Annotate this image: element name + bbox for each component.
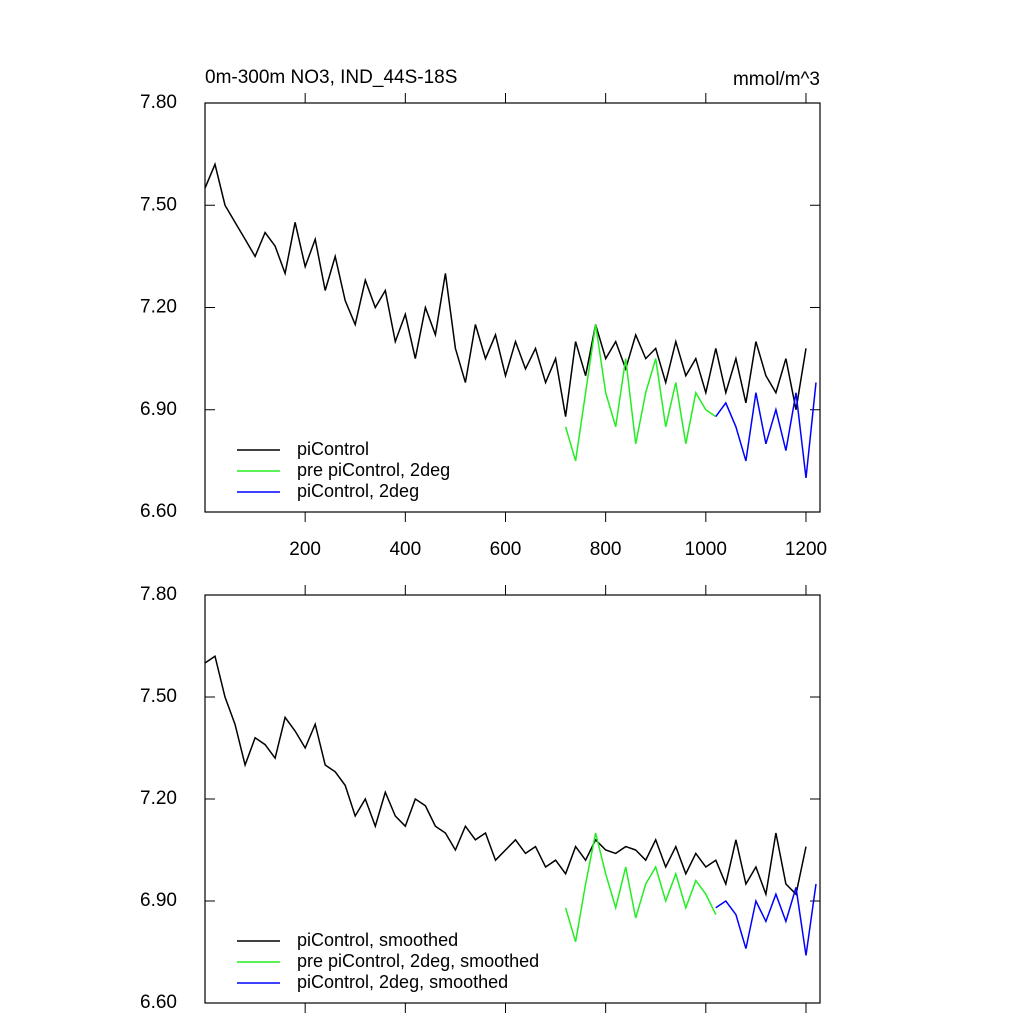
legend-label: piControl, 2deg, smoothed (297, 972, 508, 992)
series-line (564, 324, 717, 462)
chart-title: 0m-300m NO3, IND_44S-18S (205, 67, 457, 88)
y-tick-label: 6.60 (140, 992, 177, 1013)
x-tick-label: 800 (590, 539, 622, 560)
y-tick-label: 6.60 (140, 501, 177, 522)
y-tick-label: 6.90 (140, 399, 177, 420)
legend-label: piControl, 2deg (297, 481, 419, 501)
y-tick-label: 7.20 (140, 297, 177, 318)
legend-label: piControl (297, 439, 369, 459)
x-tick-label: 1000 (685, 539, 727, 560)
y-tick-label: 7.80 (140, 584, 177, 605)
units-label: mmol/m^3 (733, 69, 820, 90)
series-line (715, 883, 817, 956)
legend-label: pre piControl, 2deg (297, 460, 450, 480)
x-tick-label: 400 (389, 539, 421, 560)
x-tick-label: 200 (289, 539, 321, 560)
x-tick-label: 600 (490, 539, 522, 560)
series-line (715, 382, 817, 478)
y-tick-label: 7.20 (140, 788, 177, 809)
series-line (564, 832, 717, 943)
series-line (204, 161, 807, 417)
y-tick-label: 7.80 (140, 92, 177, 113)
series-line (204, 654, 807, 898)
y-tick-label: 7.50 (140, 686, 177, 707)
legend-label: pre piControl, 2deg, smoothed (297, 951, 539, 971)
y-tick-label: 6.90 (140, 890, 177, 911)
x-tick-label: 1200 (785, 539, 827, 560)
y-tick-label: 7.50 (140, 194, 177, 215)
legend-label: piControl, smoothed (297, 930, 458, 950)
